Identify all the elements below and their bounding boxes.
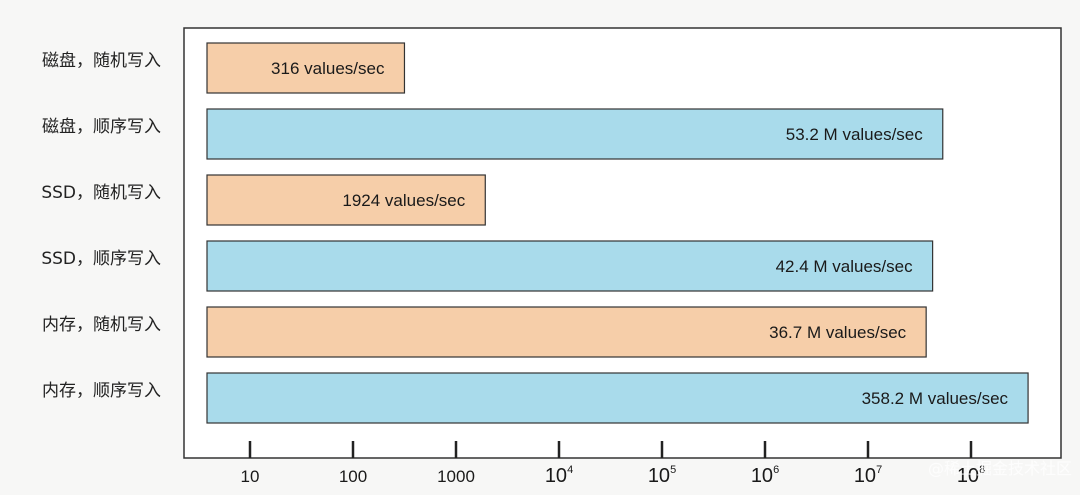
x-tick-base-1: 10 (241, 467, 260, 486)
category-label-1: 磁盘，随机写入 (42, 51, 161, 71)
x-tick-label-4: 104 (545, 464, 573, 487)
bar-3 (206, 174, 486, 226)
bar-value-label-2: 53.2 M values/sec (786, 125, 924, 144)
x-tick-exponent-8: 8 (979, 464, 985, 476)
bars (206, 42, 1029, 424)
category-label-3: SSD，随机写入 (41, 183, 161, 203)
x-tick-base-3: 1000 (437, 467, 475, 486)
x-tick-base-6: 10 (751, 465, 773, 487)
x-tick-base-7: 10 (854, 465, 876, 487)
watermark: @稀土掘金技术社区 (928, 459, 1072, 478)
x-axis-ticks: 10 100 1000 104 105 106 107 108 (241, 441, 985, 487)
x-tick-exponent-6: 6 (773, 464, 779, 476)
x-tick-label-7: 107 (854, 464, 882, 487)
x-tick-label-3: 1000 (437, 467, 475, 486)
x-tick-exponent-4: 4 (567, 464, 573, 476)
x-tick-label-8: 108 (957, 464, 985, 487)
bar-value-label-5: 36.7 M values/sec (769, 323, 907, 342)
category-label-4: SSD，顺序写入 (41, 249, 161, 269)
x-tick-base-5: 10 (648, 465, 670, 487)
x-tick-label-5: 105 (648, 464, 676, 487)
x-tick-label-6: 106 (751, 464, 779, 487)
x-tick-label-2: 100 (339, 467, 367, 486)
bar-4 (206, 240, 934, 292)
x-tick-base-2: 100 (339, 467, 367, 486)
x-tick-exponent-5: 5 (670, 464, 676, 476)
bar-1 (206, 42, 406, 94)
category-label-2: 磁盘，顺序写入 (42, 117, 161, 137)
category-label-6: 内存，顺序写入 (42, 381, 161, 401)
bar-value-label-1: 316 values/sec (271, 59, 385, 78)
bar-value-label-6: 358.2 M values/sec (862, 389, 1009, 408)
category-label-5: 内存，随机写入 (42, 315, 161, 335)
x-tick-base-8: 10 (957, 465, 979, 487)
bar-5 (206, 306, 927, 358)
x-tick-base-4: 10 (545, 465, 567, 487)
bar-value-label-3: 1924 values/sec (342, 191, 465, 210)
bar-2 (206, 108, 944, 160)
bar-value-labels: 316 values/sec 53.2 M values/sec 1924 valu… (271, 59, 1009, 408)
bar-6 (206, 372, 1029, 424)
bar-value-label-4: 42.4 M values/sec (776, 257, 914, 276)
x-tick-exponent-7: 7 (876, 464, 882, 476)
x-tick-label-1: 10 (241, 467, 260, 486)
